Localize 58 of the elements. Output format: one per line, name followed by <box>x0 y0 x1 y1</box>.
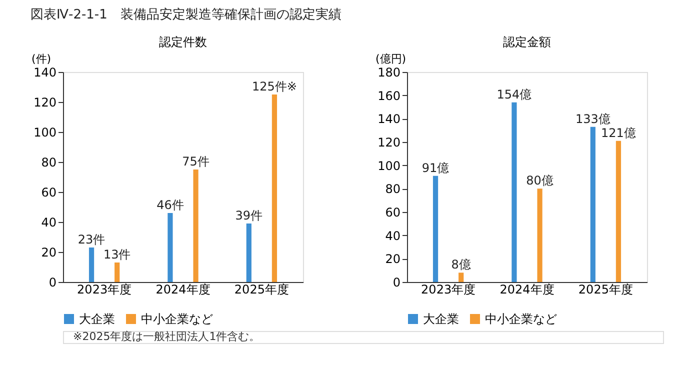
y-tick-label: 80 <box>41 156 56 170</box>
y-tick-label: 0 <box>392 276 400 290</box>
data-label: 121億 <box>601 126 636 140</box>
y-axis-title: (億円) <box>376 52 406 66</box>
data-label: 80億 <box>526 174 554 188</box>
bar <box>246 224 252 282</box>
bar <box>193 170 198 282</box>
data-label: 75件 <box>182 154 210 168</box>
bar <box>114 262 120 282</box>
y-tick-label: 120 <box>378 136 400 150</box>
y-tick-label: 100 <box>34 126 56 140</box>
bar <box>88 248 94 282</box>
y-tick-label: 20 <box>385 252 400 266</box>
y-tick-label: 0 <box>48 276 56 290</box>
data-label: 154億 <box>496 87 532 102</box>
x-tick-label: 2024年度 <box>500 282 554 296</box>
chart-subtitle: 認定金額 <box>503 35 551 49</box>
y-tick-label: 140 <box>378 112 400 126</box>
bar <box>458 272 464 282</box>
bar <box>512 102 517 282</box>
data-label: 39件 <box>235 208 263 222</box>
y-axis-title: (件) <box>32 52 52 66</box>
x-tick-label: 2024年度 <box>156 282 210 296</box>
data-label: 13件 <box>103 248 131 262</box>
x-tick-label: 2025年度 <box>578 282 633 296</box>
text: ※2025年度は一般社団法人1件含む。 <box>73 330 260 343</box>
bar <box>590 126 596 282</box>
data-label: 133億 <box>575 112 610 126</box>
data-label: 23件 <box>78 232 106 246</box>
data-label: 125件※ <box>252 80 297 94</box>
y-tick-label: 60 <box>385 206 400 220</box>
data-label: 46件 <box>156 198 184 212</box>
chart-title: 図表Ⅳ-2-1-1 装備品安定製造等確保計画の認定実績 <box>30 6 342 22</box>
bar <box>616 140 622 282</box>
bar <box>537 188 542 282</box>
bar <box>168 213 173 282</box>
y-tick-label: 40 <box>41 216 56 230</box>
data-label: 8億 <box>451 258 471 272</box>
x-tick-label: 2023年度 <box>421 282 476 296</box>
data-label: 91億 <box>422 160 450 175</box>
y-tick-label: 160 <box>378 88 400 103</box>
legend-label: 中小企業など <box>485 312 557 326</box>
bar <box>432 176 438 282</box>
y-tick-label: 40 <box>385 228 400 243</box>
y-tick-label: 140 <box>34 66 56 80</box>
x-tick-label: 2025年度 <box>234 282 289 296</box>
bar <box>272 94 278 282</box>
x-tick-label: 2023年度 <box>77 282 132 296</box>
legend-label: 大企業 <box>423 312 459 326</box>
y-tick-label: 60 <box>41 186 56 200</box>
y-tick-label: 120 <box>34 96 56 110</box>
legend-label: 大企業 <box>79 312 115 326</box>
y-tick-label: 100 <box>378 158 400 173</box>
legend-label: 中小企業など <box>141 312 213 326</box>
chart-subtitle: 認定件数 <box>159 35 207 49</box>
y-tick-label: 180 <box>378 66 400 80</box>
y-tick-label: 20 <box>41 246 56 260</box>
y-tick-label: 80 <box>385 182 400 196</box>
